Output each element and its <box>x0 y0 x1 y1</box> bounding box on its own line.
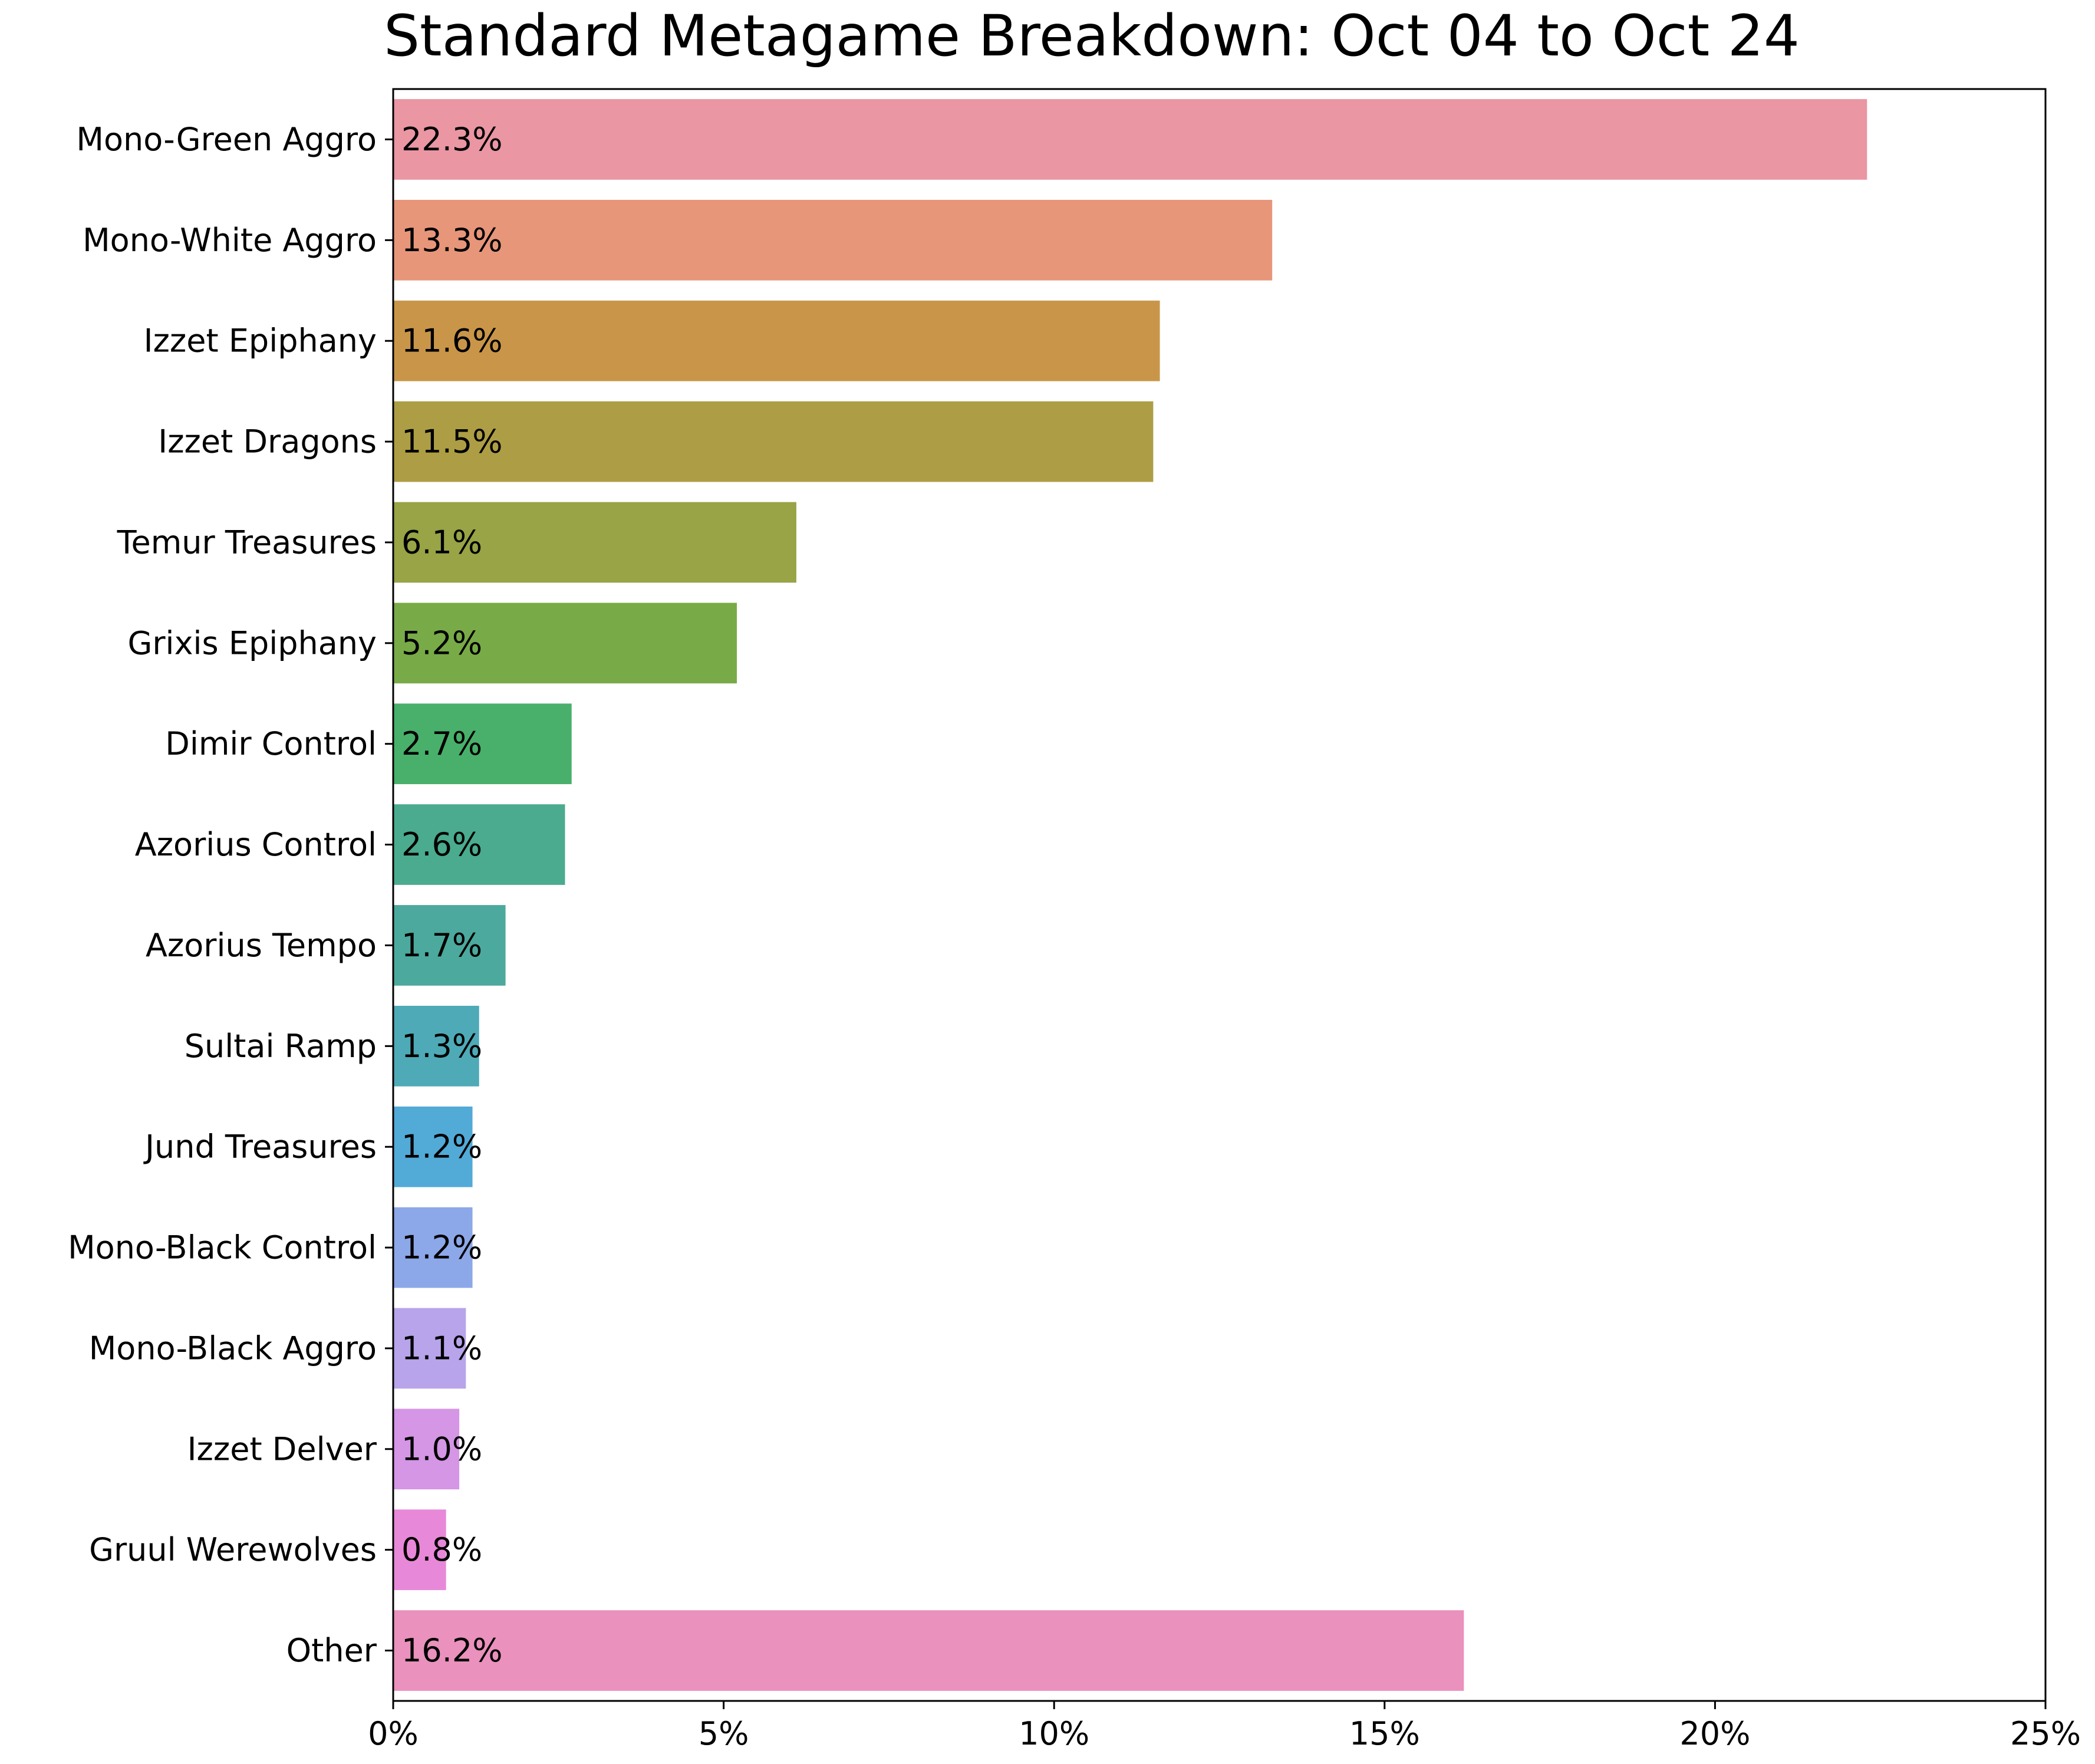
bar-13 <box>393 1408 460 1490</box>
bar-12 <box>393 1308 466 1389</box>
y-tick-label-3: Izzet Dragons <box>158 423 377 460</box>
bar-2 <box>393 300 1160 381</box>
bar-value-label-10: 1.2% <box>401 1128 482 1166</box>
y-tick-label-15: Other <box>286 1632 377 1669</box>
bar-8 <box>393 905 506 986</box>
bar-value-label-11: 1.2% <box>401 1229 482 1266</box>
y-tick-label-1: Mono-White Aggro <box>83 222 377 259</box>
x-tick-label-2: 10% <box>1019 1715 1089 1752</box>
y-tick-label-10: Jund Treasures <box>143 1128 377 1166</box>
bar-value-label-8: 1.7% <box>401 927 482 964</box>
bar-value-label-15: 16.2% <box>401 1632 503 1669</box>
bar-value-label-7: 2.6% <box>401 826 482 863</box>
bar-5 <box>393 603 737 684</box>
bar-value-label-2: 11.6% <box>401 322 503 360</box>
bar-6 <box>393 703 572 785</box>
y-tick-label-8: Azorius Tempo <box>146 927 377 964</box>
bar-9 <box>393 1005 479 1087</box>
y-tick-label-11: Mono-Black Control <box>68 1229 377 1266</box>
bar-0 <box>393 99 1867 180</box>
x-tick-label-4: 20% <box>1679 1715 1750 1752</box>
plot-frame <box>392 88 2047 1702</box>
bar-11 <box>393 1207 473 1288</box>
bar-value-label-6: 2.7% <box>401 725 482 762</box>
bars-layer: 22.3% 13.3% 11.6% 11.5% 6.1% 5.2% 2.7% 2.6% 1.7%… <box>393 99 1867 1691</box>
y-tick-label-4: Temur Treasures <box>117 524 377 561</box>
bar-value-label-1: 13.3% <box>401 222 503 259</box>
y-tick-label-7: Azorius Control <box>135 826 377 863</box>
bar-7 <box>393 804 565 885</box>
x-tick-label-1: 5% <box>699 1715 749 1752</box>
x-tick-label-0: 0% <box>368 1715 419 1752</box>
bar-15 <box>393 1610 1464 1691</box>
y-tick-label-0: Mono-Green Aggro <box>76 121 377 158</box>
y-tick-label-12: Mono-Black Aggro <box>89 1329 377 1367</box>
bar-14 <box>393 1509 446 1591</box>
x-tick-label-5: 25% <box>2010 1715 2081 1752</box>
bar-3 <box>393 401 1154 482</box>
bar-4 <box>393 502 796 583</box>
y-tick-label-6: Dimir Control <box>165 725 377 762</box>
bar-value-label-4: 6.1% <box>401 524 482 561</box>
bar-value-label-13: 1.0% <box>401 1430 482 1467</box>
y-tick-label-9: Sultai Ramp <box>185 1028 377 1065</box>
bar-value-label-9: 1.3% <box>401 1028 482 1065</box>
bar-value-label-3: 11.5% <box>401 423 503 460</box>
bar-1 <box>393 199 1273 281</box>
y-tick-label-2: Izzet Epiphany <box>144 322 377 360</box>
bar-value-label-0: 22.3% <box>401 121 503 158</box>
x-tick-label-3: 15% <box>1349 1715 1420 1752</box>
axes-layer: Mono-Green Aggro Mono-White Aggro Izzet Ep… <box>68 88 2081 1752</box>
y-tick-label-14: Gruul Werewolves <box>89 1531 377 1568</box>
bar-10 <box>393 1106 473 1187</box>
y-tick-label-5: Grixis Epiphany <box>128 624 377 662</box>
chart-title: Standard Metagame Breakdown: Oct 04 to O… <box>384 3 1800 69</box>
bar-value-label-14: 0.8% <box>401 1531 482 1568</box>
y-tick-label-13: Izzet Delver <box>187 1430 377 1467</box>
bar-value-label-5: 5.2% <box>401 624 482 662</box>
bar-value-label-12: 1.1% <box>401 1329 482 1367</box>
